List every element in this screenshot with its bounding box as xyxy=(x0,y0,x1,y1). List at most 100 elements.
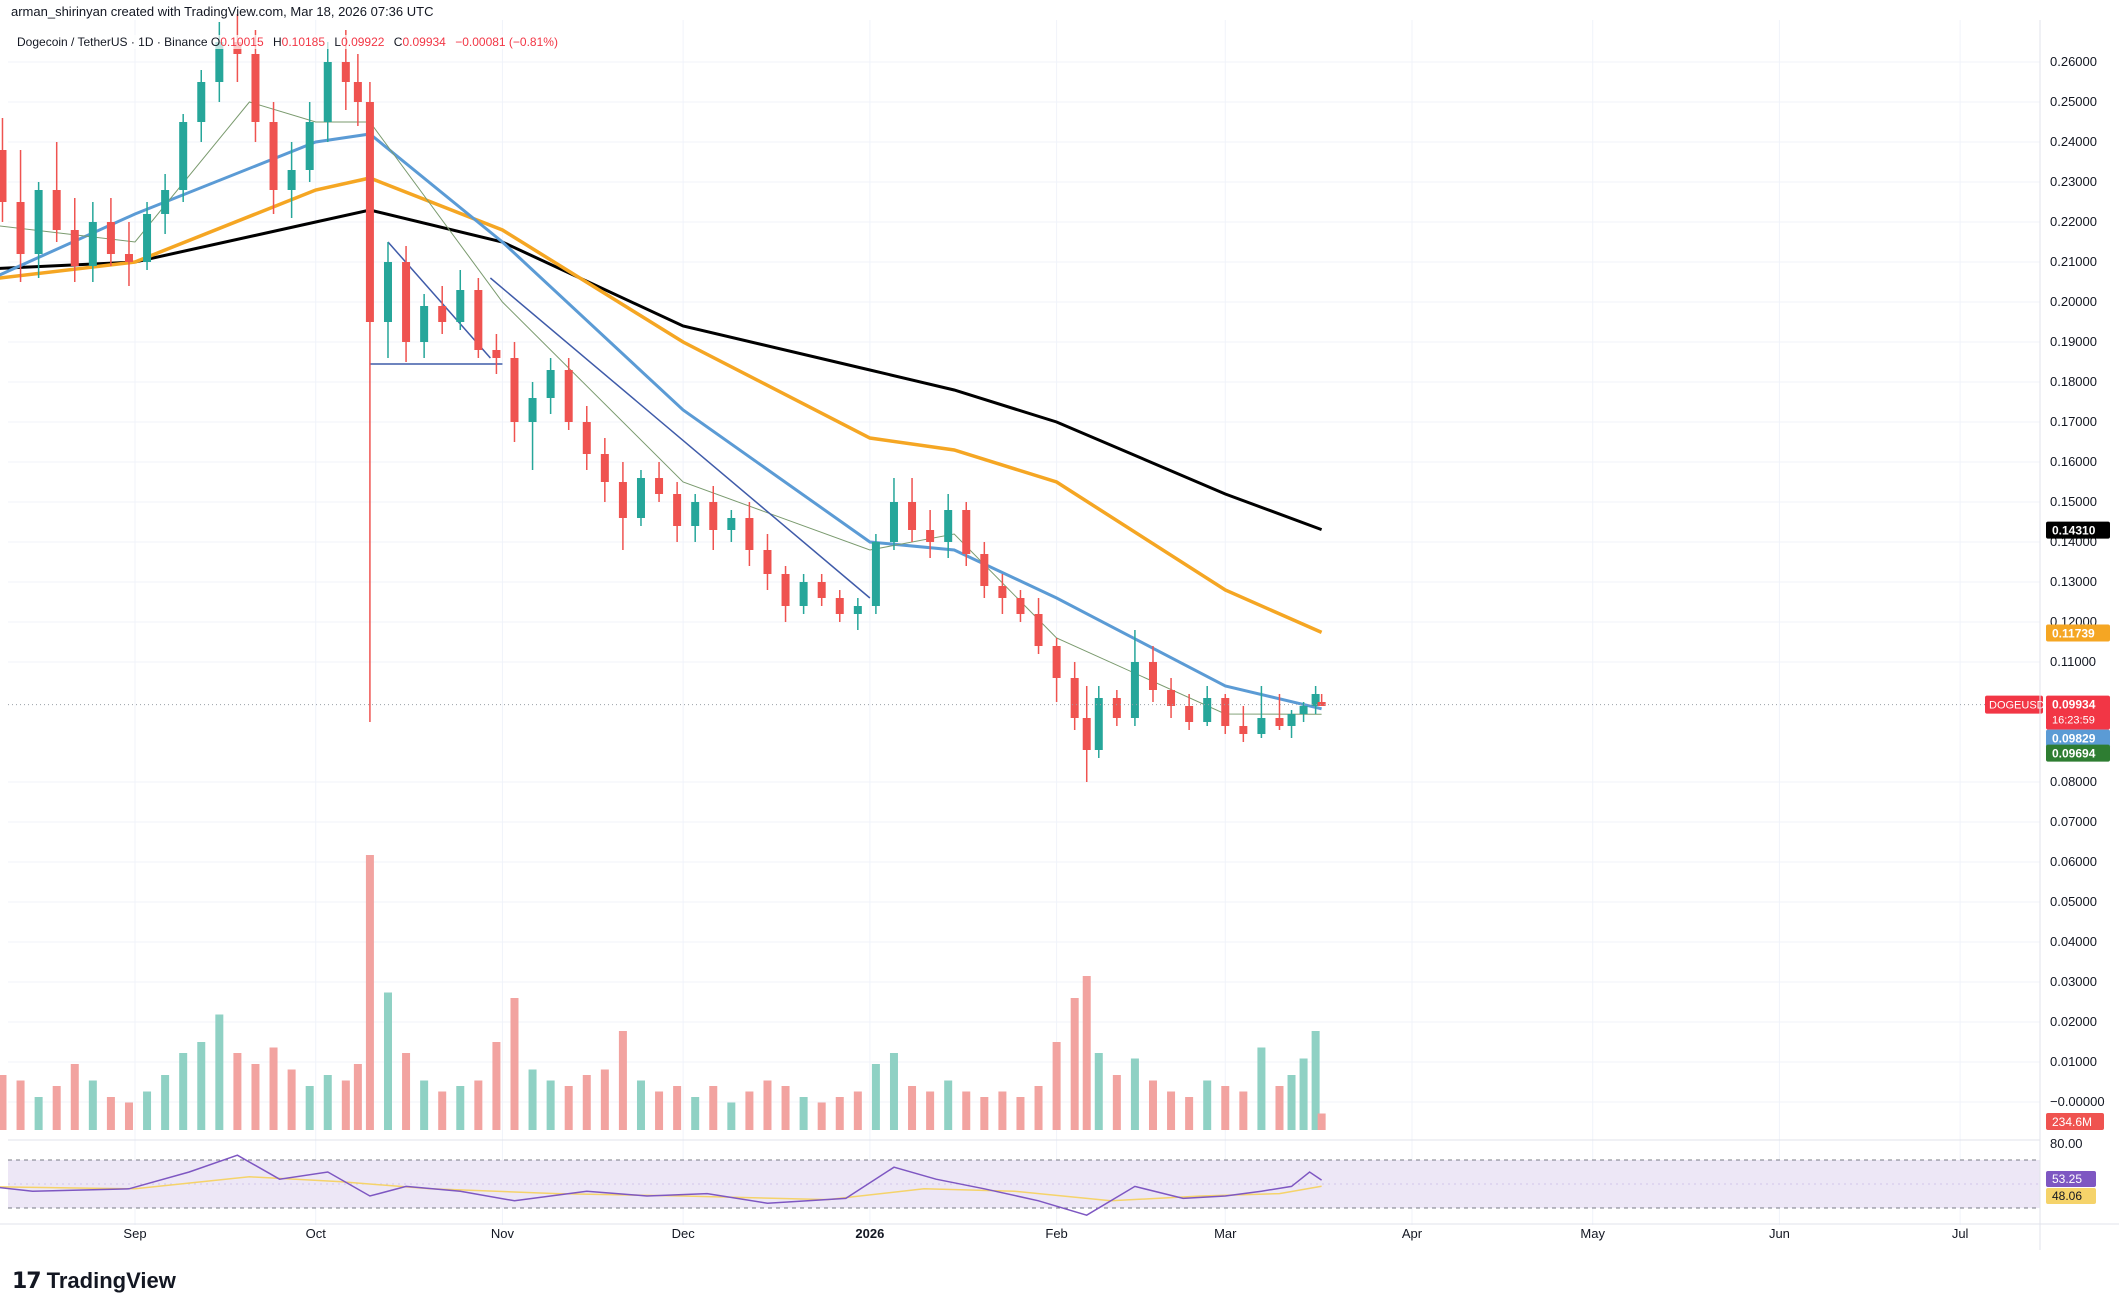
price-label-box xyxy=(2046,744,2110,762)
candle-body xyxy=(655,478,664,494)
volume-bar xyxy=(673,1086,682,1130)
volume-bar xyxy=(492,1042,501,1130)
candle-body xyxy=(1203,698,1212,722)
candle-body xyxy=(944,510,953,542)
candle-body xyxy=(1287,714,1296,726)
open-label: O xyxy=(210,35,221,49)
volume-bar xyxy=(52,1086,61,1130)
price-axis-tick: 0.21000 xyxy=(2050,254,2097,269)
candle-body xyxy=(1167,690,1176,706)
candle-body xyxy=(673,494,682,526)
price-label-box xyxy=(2046,624,2110,642)
tradingview-brand[interactable]: 17 TradingView xyxy=(12,1268,176,1294)
candle-body xyxy=(124,254,133,262)
price-axis-tick: 0.23000 xyxy=(2050,174,2097,189)
price-axis-tick: 0.19000 xyxy=(2050,334,2097,349)
volume-bar xyxy=(16,1080,25,1130)
rsi-line xyxy=(0,1154,1323,1217)
candle-body xyxy=(998,586,1007,598)
candle-body xyxy=(781,574,790,606)
author-credit: arman_shirinyan created with TradingView… xyxy=(11,4,434,19)
candle-body xyxy=(636,478,645,518)
volume-bar xyxy=(305,1086,314,1130)
price-axis-tick: 0.24000 xyxy=(2050,134,2097,149)
candle-body xyxy=(1299,706,1308,714)
candle-body xyxy=(510,358,519,422)
volume-bar xyxy=(1070,998,1079,1130)
volume-bar xyxy=(781,1086,790,1130)
price-axis-tick: 0.13000 xyxy=(2050,574,2097,589)
volume-bar xyxy=(323,1075,332,1130)
candle-body xyxy=(1221,698,1230,726)
candle-body xyxy=(727,518,736,530)
candle-body xyxy=(1112,698,1121,718)
candle-body xyxy=(474,290,483,350)
price-axis-tick: 0.22000 xyxy=(2050,214,2097,229)
rsi-value-text: 53.25 xyxy=(2052,1172,2082,1186)
volume-bar xyxy=(1239,1091,1248,1130)
price-axis-tick: −0.00000 xyxy=(2050,1094,2105,1109)
close-label: C xyxy=(393,35,403,49)
candle-body xyxy=(1148,662,1157,690)
candle-body xyxy=(528,398,537,422)
candle-body xyxy=(1239,726,1248,734)
volume-bar xyxy=(179,1053,188,1130)
price-axis-tick: 0.03000 xyxy=(2050,974,2097,989)
rsi-axis-tick: 80.00 xyxy=(2050,1136,2083,1151)
candle-body xyxy=(980,554,989,586)
volume-bar xyxy=(889,1053,898,1130)
candle-body xyxy=(251,54,260,122)
candle-body xyxy=(197,82,206,122)
candle-body xyxy=(763,550,772,574)
volume-bar xyxy=(1287,1075,1296,1130)
volume-bar xyxy=(1221,1086,1230,1130)
candle-body xyxy=(143,214,152,262)
volume-bar xyxy=(1130,1058,1139,1130)
candle-body xyxy=(926,530,935,542)
candle-body xyxy=(1016,598,1025,614)
price-axis-tick: 0.02000 xyxy=(2050,1014,2097,1029)
volume-bar xyxy=(383,992,392,1130)
volume-bar xyxy=(510,998,519,1130)
volume-bar xyxy=(1094,1053,1103,1130)
volume-bar xyxy=(600,1069,609,1130)
volume-label-box xyxy=(2046,1113,2104,1130)
volume-bar xyxy=(1311,1031,1320,1130)
candle-body xyxy=(691,502,700,526)
price-axis-tick: 0.15000 xyxy=(2050,494,2097,509)
candles xyxy=(0,14,1326,782)
close-value: 0.09934 xyxy=(402,35,446,49)
volume-bar xyxy=(1185,1097,1194,1130)
candle-body xyxy=(341,62,350,82)
candle-body xyxy=(1275,718,1284,726)
volume-bar xyxy=(546,1080,555,1130)
price-axis-tick: 0.18000 xyxy=(2050,374,2097,389)
symbol-tag-label: DOGEUSDT xyxy=(1989,700,2052,712)
date-axis-tick: Sep xyxy=(123,1226,146,1241)
candle-body xyxy=(52,190,61,230)
volume-bar xyxy=(197,1042,206,1130)
volume-bar xyxy=(655,1091,664,1130)
candle-body xyxy=(420,306,429,342)
candle-body xyxy=(1317,702,1326,706)
candle-body xyxy=(179,122,188,190)
candle-body xyxy=(1052,646,1061,678)
trendline xyxy=(489,277,871,599)
volume-bar xyxy=(962,1091,971,1130)
date-axis-tick: Jun xyxy=(1769,1226,1790,1241)
date-axis-tick: Mar xyxy=(1214,1226,1237,1241)
volume-bar xyxy=(745,1091,754,1130)
candle-body xyxy=(161,190,170,214)
volume-bar xyxy=(1317,1113,1326,1130)
price-label-box xyxy=(2046,521,2110,539)
last-price-box xyxy=(2046,695,2110,730)
moving-average-line xyxy=(0,208,1323,532)
candle-body xyxy=(269,122,278,190)
volume-bar xyxy=(1016,1097,1025,1130)
volume-bar xyxy=(636,1080,645,1130)
candle-body xyxy=(1034,614,1043,646)
candle-body xyxy=(34,190,43,254)
volume-bar xyxy=(980,1097,989,1130)
